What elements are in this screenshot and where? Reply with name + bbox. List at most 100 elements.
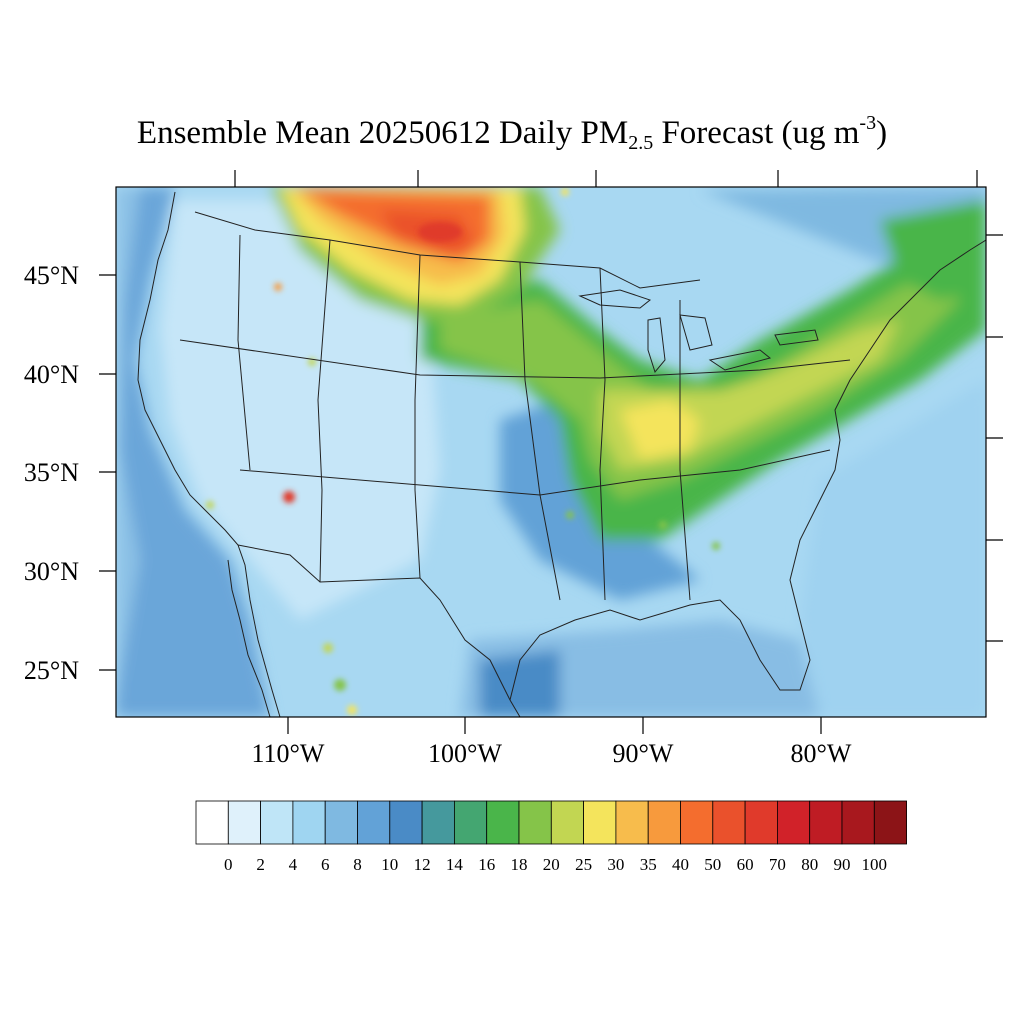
hotspot-id [274,283,282,291]
lake-erie [708,349,772,371]
colorbar-swatch [227,800,262,845]
colorbar-swatch [873,800,907,845]
colorbar-label: 10 [381,855,398,874]
colorbar-label: 14 [446,855,464,874]
atlantic-ocean [800,380,986,717]
border-col-1 [317,239,331,583]
plume-peak [418,222,462,242]
gulf-dark [480,650,560,717]
lake-huron [679,314,713,351]
colorbar-label: 20 [543,855,560,874]
title-middle: Forecast (ug m [653,115,860,151]
colorbar-label: 35 [640,855,657,874]
pacific-offshore [116,187,140,700]
boundaries [137,191,986,717]
colorbar-swatch [841,800,875,845]
colorbar-label: 70 [769,855,786,874]
tick-marks [99,170,1003,734]
hotspot-az [283,491,295,503]
west-coastline [137,191,281,717]
border-col-0 [237,234,251,471]
title-prefix: Ensemble Mean 20250612 Daily PM [136,115,629,151]
colorbar-swatch [195,800,229,845]
colorbar-label: 2 [256,855,265,874]
border-col-3 [519,261,561,601]
border-col-2 [414,254,421,579]
canada-border [194,211,701,289]
colorbar-label: 60 [737,855,754,874]
border-col-5 [679,300,691,601]
hotspot-south2 [659,521,667,529]
colorbar-label: 25 [575,855,592,874]
colorbar-swatch [712,800,746,845]
colorbar-label: 8 [353,855,362,874]
colorbar-swatch [647,800,681,845]
title-suffix: ) [876,115,888,151]
lake-superior [578,289,652,309]
colorbar-swatch [777,800,811,845]
great-lakes [578,289,819,374]
light-green-band [440,270,960,500]
colorbar-swatch [389,800,423,845]
hotspot-mx1 [323,643,333,653]
lat-label-25: 25°N [24,656,79,685]
mexico-border [237,544,521,717]
colorbar-swatch [744,800,778,845]
lat-label-45: 45°N [24,261,79,290]
colorbar-swatch [486,800,520,845]
border-row-1 [179,339,851,379]
colorbar-label: 100 [862,855,888,874]
map-title: Ensemble Mean 20250612 Daily PM2.5 Forec… [0,112,1024,155]
title-subscript: 2.5 [628,132,654,154]
lat-label-40: 40°N [24,360,79,389]
northeast-green [880,200,986,300]
hotspot-ne [832,352,848,368]
lon-label-100w: 100°W [428,739,502,768]
colorbar-swatch [324,800,358,845]
colorbar-label: 12 [414,855,431,874]
colorbar-swatch [809,800,843,845]
hotspot-south1 [566,511,574,519]
colorbar-swatch [260,800,294,845]
colorbar-swatch [550,800,584,845]
baja-coast [227,559,271,717]
border-row-2 [239,449,831,496]
colorbar-swatch [421,800,455,845]
west-land [160,200,440,620]
colorbar-label: 30 [607,855,624,874]
title-superscript: -3 [859,112,877,134]
lon-label-90w: 90°W [613,739,674,768]
lake-michigan [647,317,666,374]
colorbar-swatch [518,800,552,845]
colorbar-swatch [292,800,326,845]
colorbar-label: 40 [672,855,689,874]
plot-frame [115,186,987,718]
hotspot-ca [206,501,214,509]
colorbar-label: 6 [321,855,330,874]
hotspot-mx3 [347,705,357,715]
colorbar: 0 2 4 6 8 10 12 14 16 18 20 25 30 35 40 50 60 70 80 90 100 [195,800,907,874]
colorbar-label: 18 [511,855,528,874]
colorbar-label: 80 [801,855,818,874]
colorbar-label: 4 [289,855,298,874]
hotspot-canada [561,188,569,196]
colorbar-swatch [357,800,391,845]
colorbar-swatch [583,800,617,845]
border-col-4 [599,267,606,601]
hotspot-south3 [712,542,720,550]
colorbar-swatch [680,800,714,845]
colorbar-swatch [453,800,488,845]
colorbar-label: 90 [834,855,851,874]
colorbar-label: 16 [478,855,495,874]
lake-ontario [774,329,819,346]
hotspot-mx2 [334,679,346,691]
green-band [420,220,986,540]
lat-label-30: 30°N [24,557,79,586]
lon-label-80w: 80°W [791,739,852,768]
lon-label-110w: 110°W [252,739,325,768]
concentration-field [116,187,986,717]
gulf-atlantic-coast [509,239,986,701]
colorbar-swatch [615,800,649,845]
lat-label-35: 35°N [24,458,79,487]
